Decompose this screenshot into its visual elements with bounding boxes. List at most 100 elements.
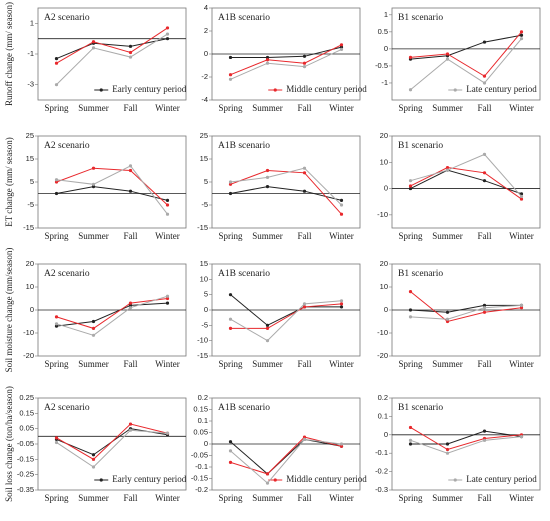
x-tick-label: Spring: [218, 231, 243, 241]
point: [128, 428, 133, 432]
point: [339, 444, 344, 448]
point: [228, 440, 233, 444]
series-line: [410, 430, 522, 445]
point: [302, 305, 307, 309]
y-tick-label: 0.15: [193, 404, 208, 413]
point: [265, 55, 270, 60]
series-line: [230, 186, 342, 201]
y-tick-label: 20: [380, 131, 388, 140]
y-tick-label: 0.15: [19, 408, 34, 417]
panel-title: B1 scenario: [398, 403, 443, 413]
point: [408, 179, 413, 183]
panel-title: A1B scenario: [218, 141, 270, 151]
point: [228, 73, 233, 77]
point: [482, 306, 487, 310]
y-tick-label: 0.2: [378, 393, 388, 402]
panel-title: A2 scenario: [44, 13, 90, 23]
y-tick-label: 0: [384, 305, 388, 314]
y-tick-label: -0.2: [375, 467, 388, 476]
y-tick-label: 0.1: [378, 411, 388, 420]
y-tick-label: -5: [201, 320, 208, 329]
point: [519, 303, 524, 307]
series-line: [56, 429, 168, 468]
y-tick-label: -3: [27, 80, 34, 89]
point: [482, 438, 487, 442]
point: [91, 319, 96, 324]
x-tick-label: Fall: [297, 231, 312, 241]
y-axis-label: Soil moisture change (mm/season): [4, 248, 14, 373]
point: [408, 186, 413, 191]
point: [91, 457, 96, 461]
x-tick-label: Spring: [398, 493, 423, 503]
point: [128, 50, 133, 55]
point: [339, 442, 344, 446]
y-tick-label: 15: [200, 154, 208, 163]
point: [445, 319, 450, 324]
point: [339, 45, 344, 49]
point: [445, 165, 450, 170]
panel-title: B1 scenario: [398, 269, 443, 279]
series-line: [410, 436, 522, 454]
point: [228, 77, 233, 81]
y-tick-label: 0: [384, 44, 388, 53]
point: [445, 52, 450, 56]
y-tick-label: 10: [200, 274, 208, 283]
point: [128, 44, 133, 48]
y-tick-label: 4: [204, 3, 208, 12]
y-tick-label: -1: [381, 78, 388, 87]
legend-marker: [99, 88, 103, 92]
point: [482, 81, 487, 85]
y-tick-label: -15: [23, 223, 34, 232]
y-tick-label: 20: [380, 259, 388, 268]
point: [519, 30, 524, 34]
x-tick-label: Summer: [252, 103, 283, 113]
y-tick-label: -0.35: [17, 485, 34, 494]
x-tick-label: Spring: [44, 359, 69, 369]
point: [445, 451, 450, 455]
point: [128, 168, 133, 173]
point: [265, 61, 270, 65]
point: [165, 37, 170, 41]
y-tick-label: 20: [26, 259, 34, 268]
x-tick-label: Spring: [398, 103, 423, 113]
legend-marker: [453, 478, 457, 482]
y-tick-label: -0.15: [17, 454, 34, 463]
point: [482, 40, 487, 44]
y-tick-label: 0.5: [378, 27, 388, 36]
x-tick-label: Fall: [123, 231, 138, 241]
series-line: [410, 427, 522, 451]
y-tick-label: -15: [197, 351, 208, 360]
series-line: [230, 438, 342, 475]
y-tick-label: 0: [204, 305, 208, 314]
point: [339, 47, 344, 52]
point: [128, 422, 133, 426]
x-tick-label: Summer: [432, 359, 463, 369]
series-line: [56, 167, 168, 206]
series-line: [230, 169, 342, 215]
series-line: [230, 46, 342, 58]
y-tick-label: -0.15: [191, 473, 208, 482]
y-tick-label: 25: [200, 131, 208, 140]
y-tick-label: -4: [201, 95, 208, 104]
x-tick-label: Spring: [44, 231, 69, 241]
legend-label: Late century period: [466, 84, 537, 94]
y-tick-label: 0: [384, 184, 388, 193]
series-line: [56, 165, 168, 215]
y-tick-label: -0.05: [191, 450, 208, 459]
point: [519, 37, 524, 41]
x-tick-label: Fall: [297, 103, 312, 113]
point: [408, 308, 413, 312]
x-tick-label: Fall: [123, 359, 138, 369]
series-line: [230, 44, 342, 76]
y-tick-label: -0.05: [17, 439, 34, 448]
point: [519, 306, 524, 310]
point: [54, 61, 59, 65]
point: [54, 191, 59, 196]
x-tick-label: Summer: [78, 231, 109, 241]
y-axis-label: ET change (mm/ season): [4, 137, 14, 227]
y-tick-label: 0: [204, 49, 208, 58]
point: [54, 440, 59, 445]
point: [339, 302, 344, 306]
point: [91, 40, 96, 44]
y-tick-label: -0.1: [195, 462, 208, 471]
